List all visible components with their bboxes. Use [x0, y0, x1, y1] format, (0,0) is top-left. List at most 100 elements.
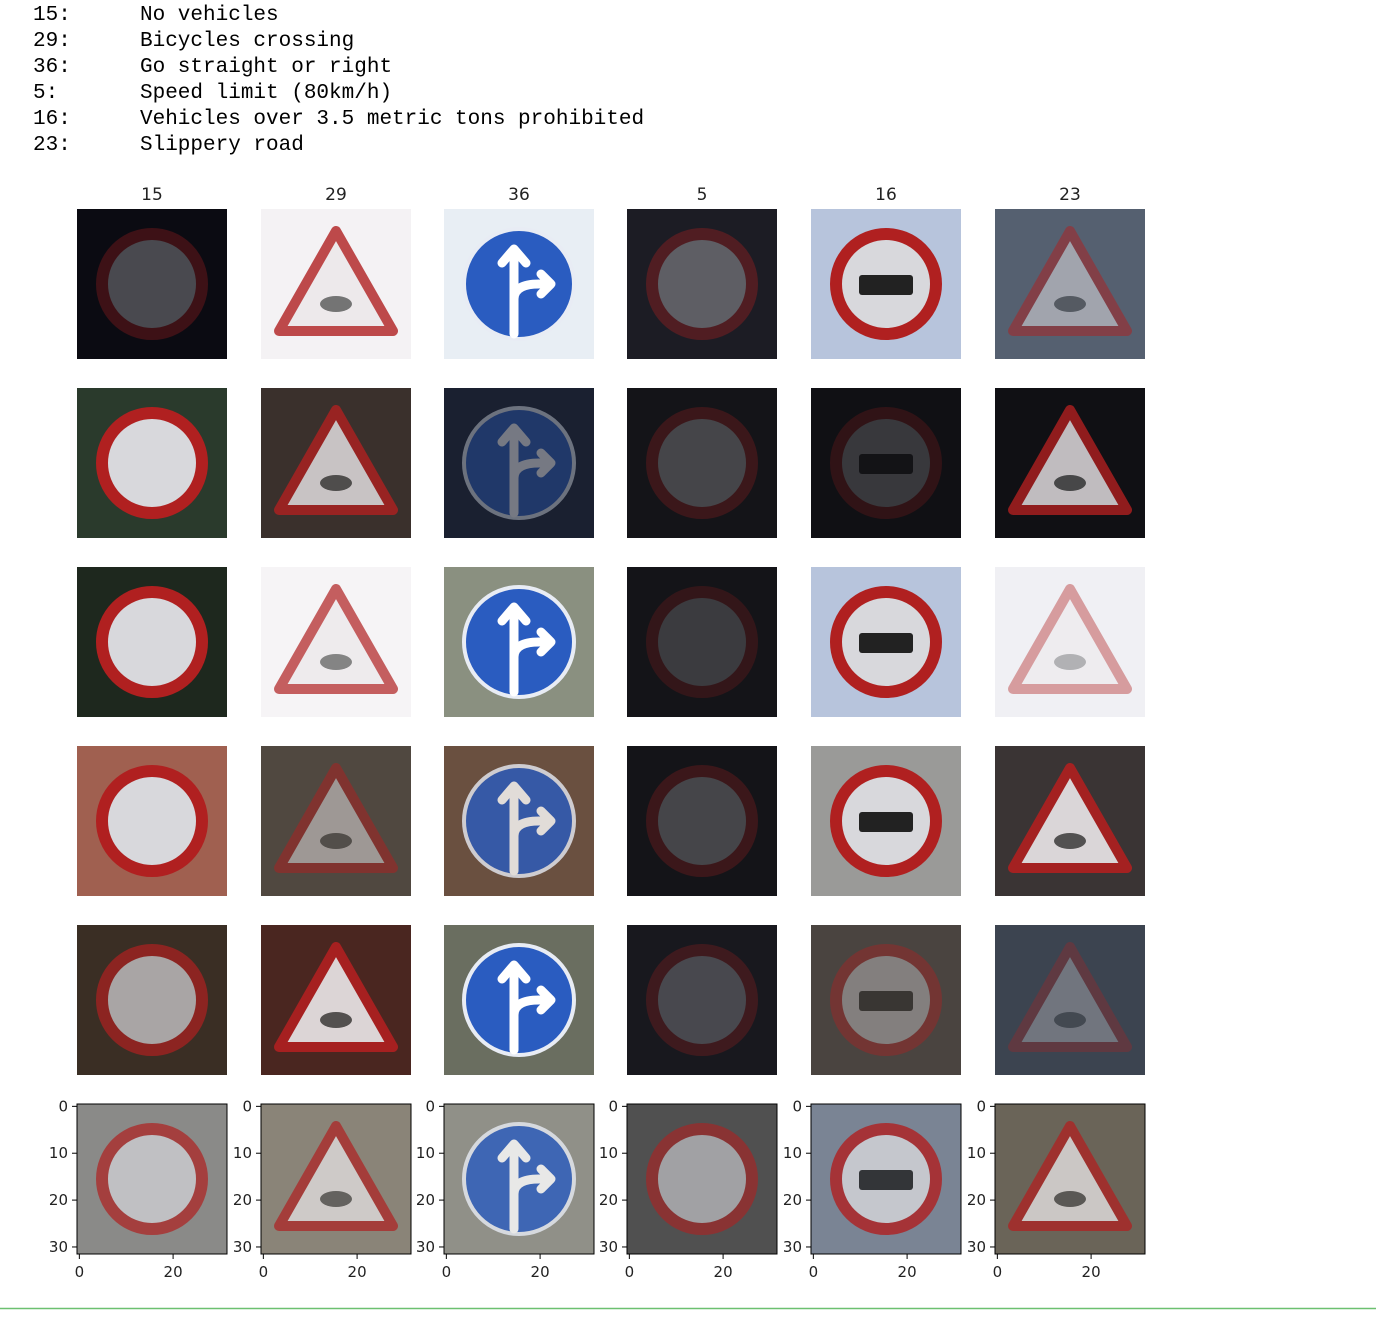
sign-ring — [646, 944, 758, 1056]
class-id: 23: — [33, 134, 71, 157]
y-tick-label: 20 — [416, 1191, 435, 1209]
x-tick-label: 0 — [809, 1263, 819, 1281]
sign-image — [995, 925, 1145, 1075]
class-id: 5: — [33, 82, 58, 105]
sign-truck — [859, 454, 913, 474]
sign-arrow — [497, 423, 556, 518]
sign-triangle — [1008, 763, 1132, 873]
sign-image — [995, 746, 1145, 896]
sign — [462, 227, 576, 341]
sign-symbol — [1054, 654, 1086, 670]
sign-image — [811, 388, 961, 538]
y-tick-label: 0 — [608, 1097, 618, 1115]
sign-image — [811, 925, 961, 1075]
sign-image — [261, 746, 411, 896]
sign — [646, 407, 758, 519]
y-tick-label: 10 — [783, 1144, 802, 1162]
sign-triangle — [274, 405, 398, 515]
sign-truck — [859, 812, 913, 832]
sign-symbol — [320, 654, 352, 670]
class-name: Bicycles crossing — [140, 30, 354, 53]
column-title: 15 — [141, 185, 163, 205]
sign-triangle — [1008, 1121, 1132, 1231]
sign-triangle — [274, 942, 398, 1052]
x-tick-label: 20 — [164, 1263, 183, 1281]
sign-image — [627, 567, 777, 717]
sign-truck — [859, 1170, 913, 1190]
sign-image — [627, 209, 777, 359]
sign-symbol — [1054, 475, 1086, 491]
sign-ring — [830, 944, 942, 1056]
sign — [96, 765, 208, 877]
sign — [830, 586, 942, 698]
sign — [646, 944, 758, 1056]
sign-image — [444, 388, 594, 538]
axes-frame — [626, 1103, 778, 1255]
sign-image — [995, 1104, 1145, 1254]
sign-triangle — [274, 763, 398, 873]
sign-symbol — [320, 1191, 352, 1207]
sign-image — [261, 1104, 411, 1254]
x-tick-label: 0 — [625, 1263, 635, 1281]
y-tick-label: 0 — [425, 1097, 435, 1115]
sign — [646, 228, 758, 340]
sign-ring — [830, 407, 942, 519]
sign-triangle — [1008, 942, 1132, 1052]
sign — [1008, 1121, 1132, 1231]
sign-image — [627, 746, 777, 896]
sign — [274, 226, 398, 336]
column-title: 29 — [325, 185, 347, 205]
sign-triangle — [274, 1121, 398, 1231]
sign-image — [811, 567, 961, 717]
sign — [830, 407, 942, 519]
sign-image — [444, 746, 594, 896]
sign-arrow — [497, 781, 556, 876]
sign-image — [77, 1104, 227, 1254]
sign — [1008, 942, 1132, 1052]
sign — [462, 1122, 576, 1236]
sign-image — [627, 925, 777, 1075]
y-tick-label: 30 — [967, 1238, 986, 1256]
class-name: Slippery road — [140, 134, 304, 157]
sign-image — [627, 388, 777, 538]
image-background — [77, 209, 227, 359]
y-tick-label: 20 — [967, 1191, 986, 1209]
sign-triangle — [274, 226, 398, 336]
class-name: Vehicles over 3.5 metric tons prohibited — [140, 108, 644, 131]
sign — [462, 406, 576, 520]
sign-truck — [859, 991, 913, 1011]
y-tick-label: 10 — [416, 1144, 435, 1162]
sign — [274, 405, 398, 515]
sign — [1008, 226, 1132, 336]
sign-ring — [96, 407, 208, 519]
y-tick-label: 0 — [792, 1097, 802, 1115]
class-id: 36: — [33, 56, 71, 79]
sign-symbol — [1054, 1191, 1086, 1207]
sign-truck — [859, 633, 913, 653]
sign-ring — [646, 1123, 758, 1235]
y-tick-label: 10 — [49, 1144, 68, 1162]
axes-frame — [76, 1103, 228, 1255]
sign-image — [77, 925, 227, 1075]
sign — [1008, 405, 1132, 515]
sign-triangle — [274, 584, 398, 694]
sign-ring — [646, 407, 758, 519]
sign-symbol — [320, 296, 352, 312]
y-tick-label: 30 — [416, 1238, 435, 1256]
sign — [96, 1123, 208, 1235]
sign-image — [261, 925, 411, 1075]
sign-ring — [646, 586, 758, 698]
x-tick-label: 0 — [442, 1263, 452, 1281]
sign-image — [444, 925, 594, 1075]
sign-triangle — [1008, 405, 1132, 515]
sign-image — [444, 1104, 594, 1254]
column-title: 5 — [697, 185, 708, 205]
class-id: 29: — [33, 30, 71, 53]
axes-frame — [260, 1103, 412, 1255]
x-tick-label: 20 — [348, 1263, 367, 1281]
class-name: No vehicles — [140, 4, 279, 27]
y-tick-label: 30 — [599, 1238, 618, 1256]
column-title: 16 — [875, 185, 897, 205]
axes-frame — [810, 1103, 962, 1255]
sign — [96, 586, 208, 698]
